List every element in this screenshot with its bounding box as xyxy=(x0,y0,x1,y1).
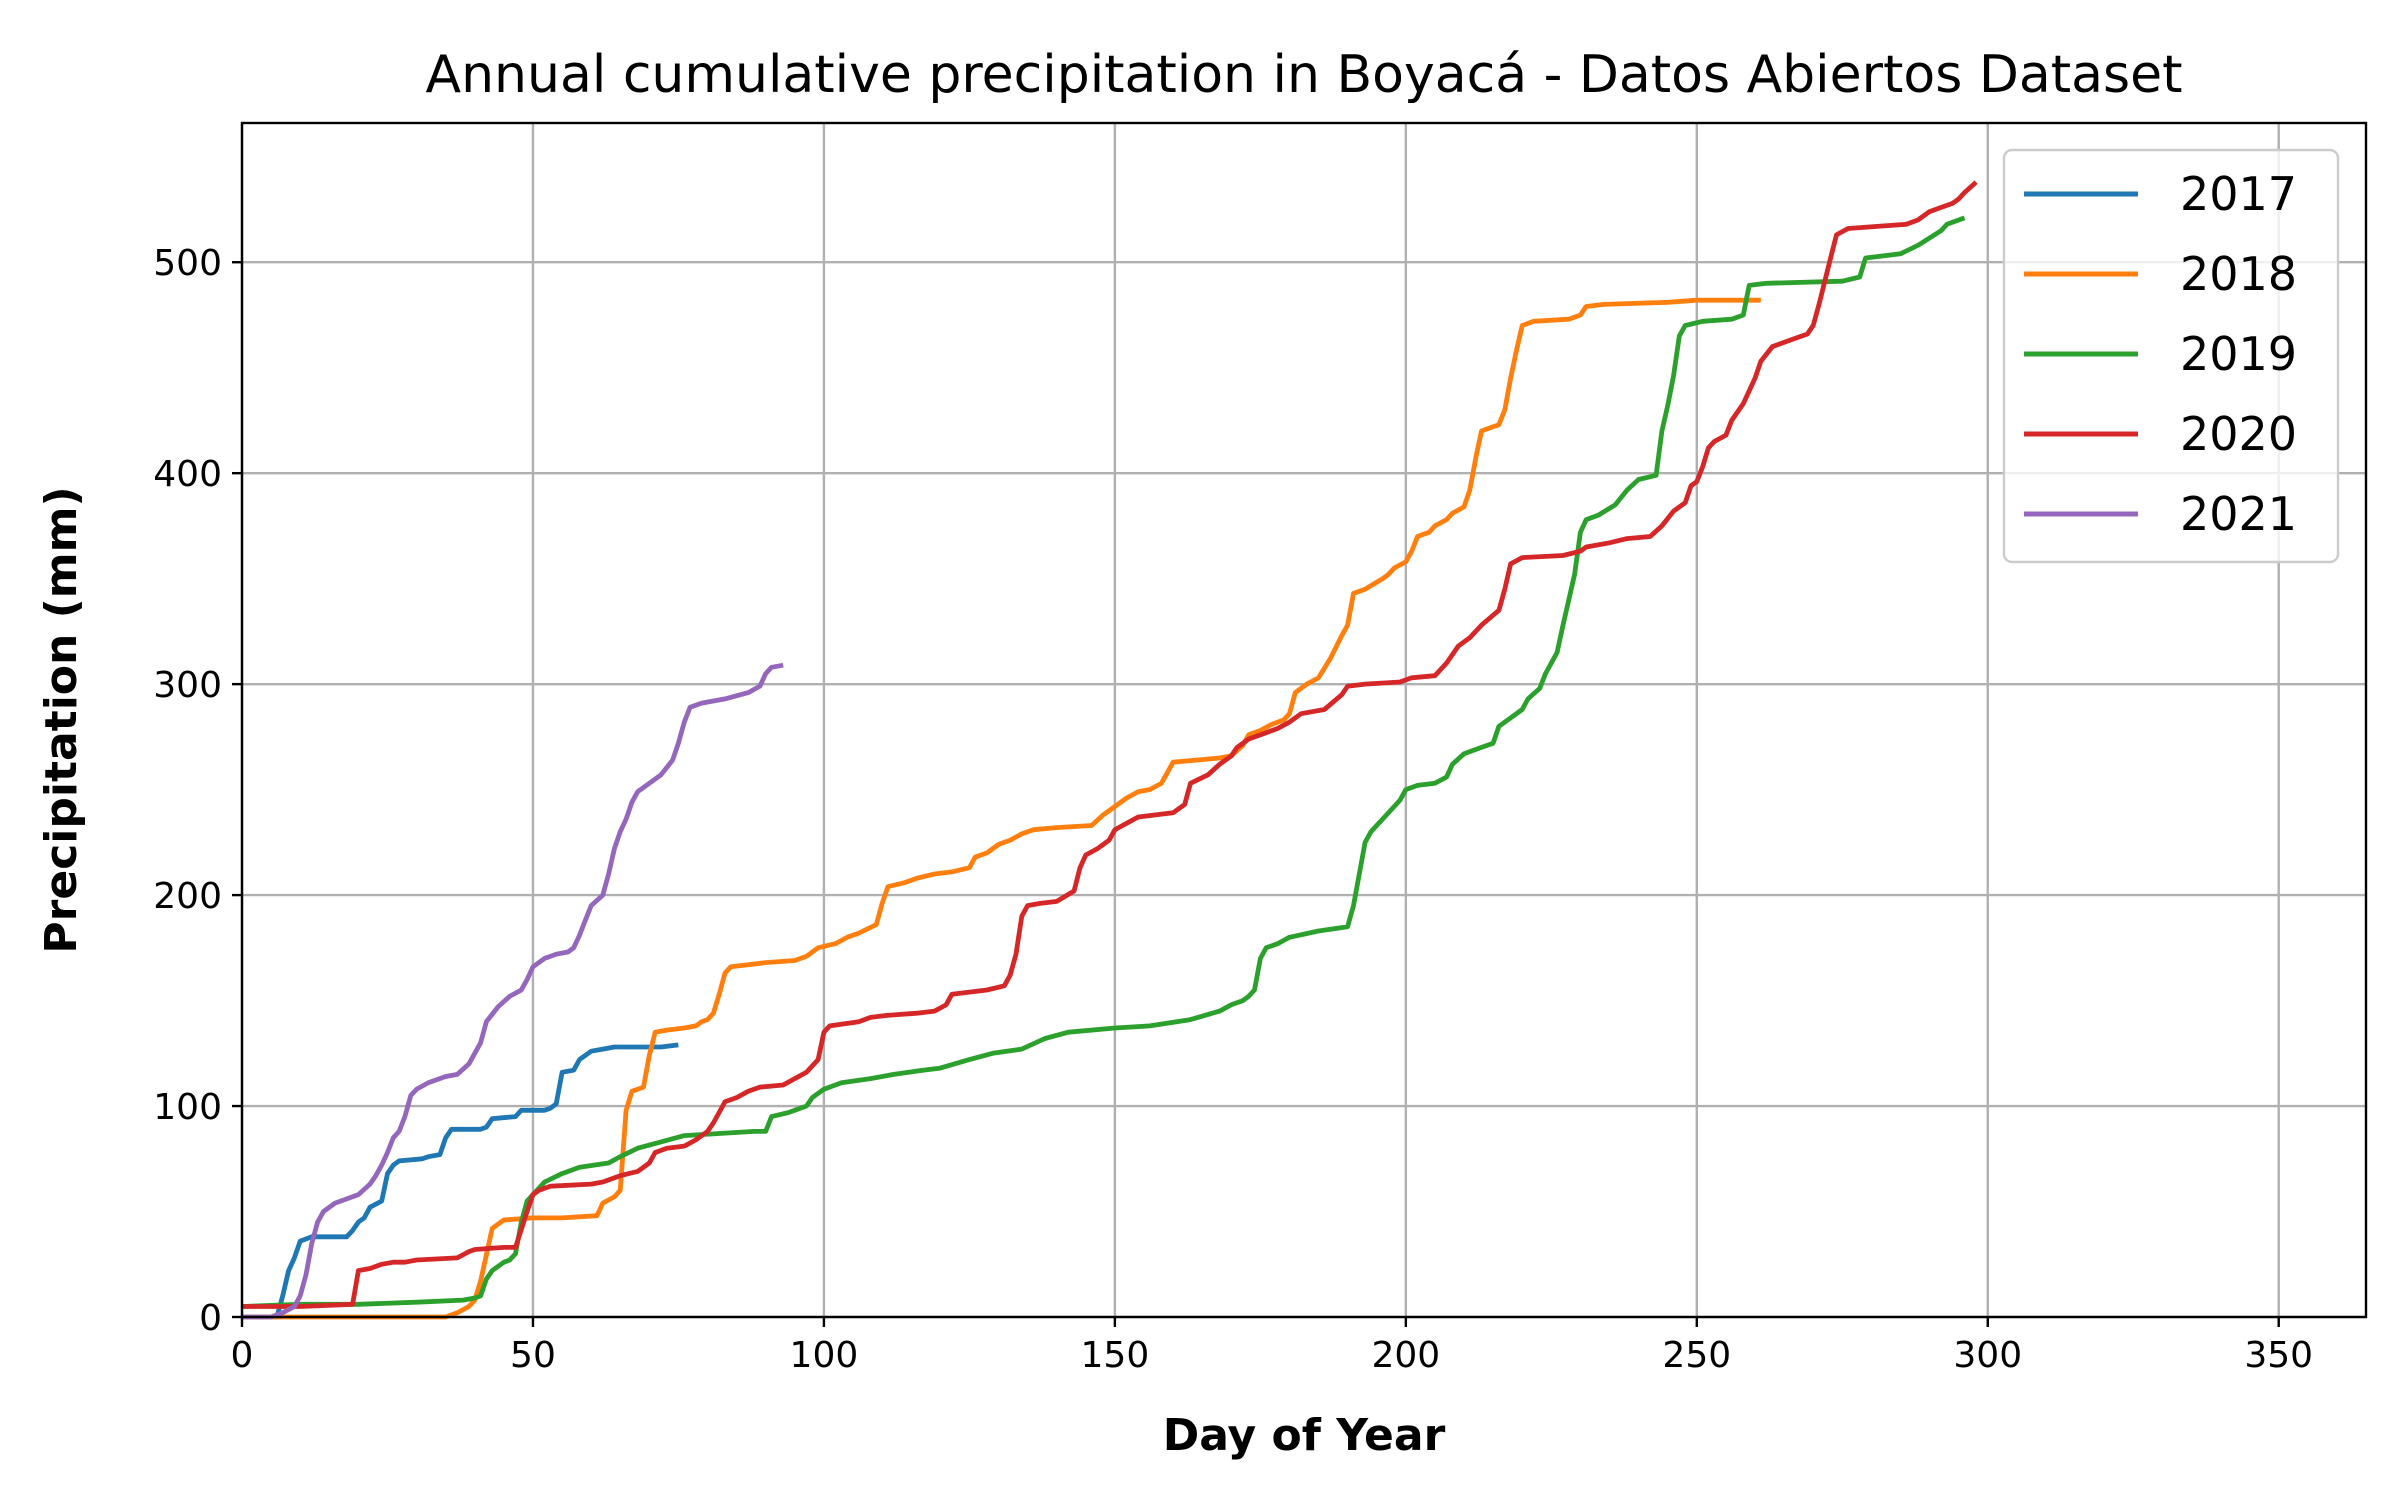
series-line-2020 xyxy=(242,180,1978,1309)
y-tick-label: 500 xyxy=(153,243,222,284)
x-tick-label: 0 xyxy=(231,1335,254,1376)
series-line-2018 xyxy=(242,297,1761,1320)
legend-label-2019: 2019 xyxy=(2180,327,2297,381)
x-tick-label: 350 xyxy=(2244,1335,2313,1376)
x-tick-label: 250 xyxy=(1662,1335,1731,1376)
x-tick-label: 150 xyxy=(1081,1335,1150,1376)
x-tick-label: 200 xyxy=(1371,1335,1440,1376)
series-line-2017 xyxy=(242,1042,679,1320)
x-tick-label: 100 xyxy=(790,1335,859,1376)
y-tick-label: 0 xyxy=(199,1298,222,1339)
y-tick-label: 100 xyxy=(153,1087,222,1128)
axis-ticks: 0 50 100 150 200 250 300 350 0 100 200 300 400 500 xyxy=(153,243,2313,1376)
legend-label-2017: 2017 xyxy=(2180,167,2297,221)
chart-title: Annual cumulative precipitation in Boyac… xyxy=(426,45,2183,105)
legend-box xyxy=(2002,148,2340,564)
y-tick-label: 200 xyxy=(153,876,222,917)
legend-label-2021: 2021 xyxy=(2180,487,2297,541)
legend-label-2018: 2018 xyxy=(2180,247,2297,301)
x-axis-title: Day of Year xyxy=(1163,1410,1446,1461)
legend-label-2020: 2020 xyxy=(2180,407,2297,461)
legend: 2017 2018 2019 2020 2021 xyxy=(2002,148,2340,564)
series-lines xyxy=(241,180,1978,1320)
y-tick-label: 400 xyxy=(153,454,222,495)
x-tick-label: 50 xyxy=(510,1335,556,1376)
plot-area-frame xyxy=(240,121,2368,1319)
x-tick-label: 300 xyxy=(1953,1335,2022,1376)
y-tick-label: 300 xyxy=(153,665,222,706)
series-line-2021 xyxy=(242,662,784,1320)
series-line-2019 xyxy=(241,215,1966,1309)
y-axis-title: Precipitation (mm) xyxy=(36,486,87,953)
